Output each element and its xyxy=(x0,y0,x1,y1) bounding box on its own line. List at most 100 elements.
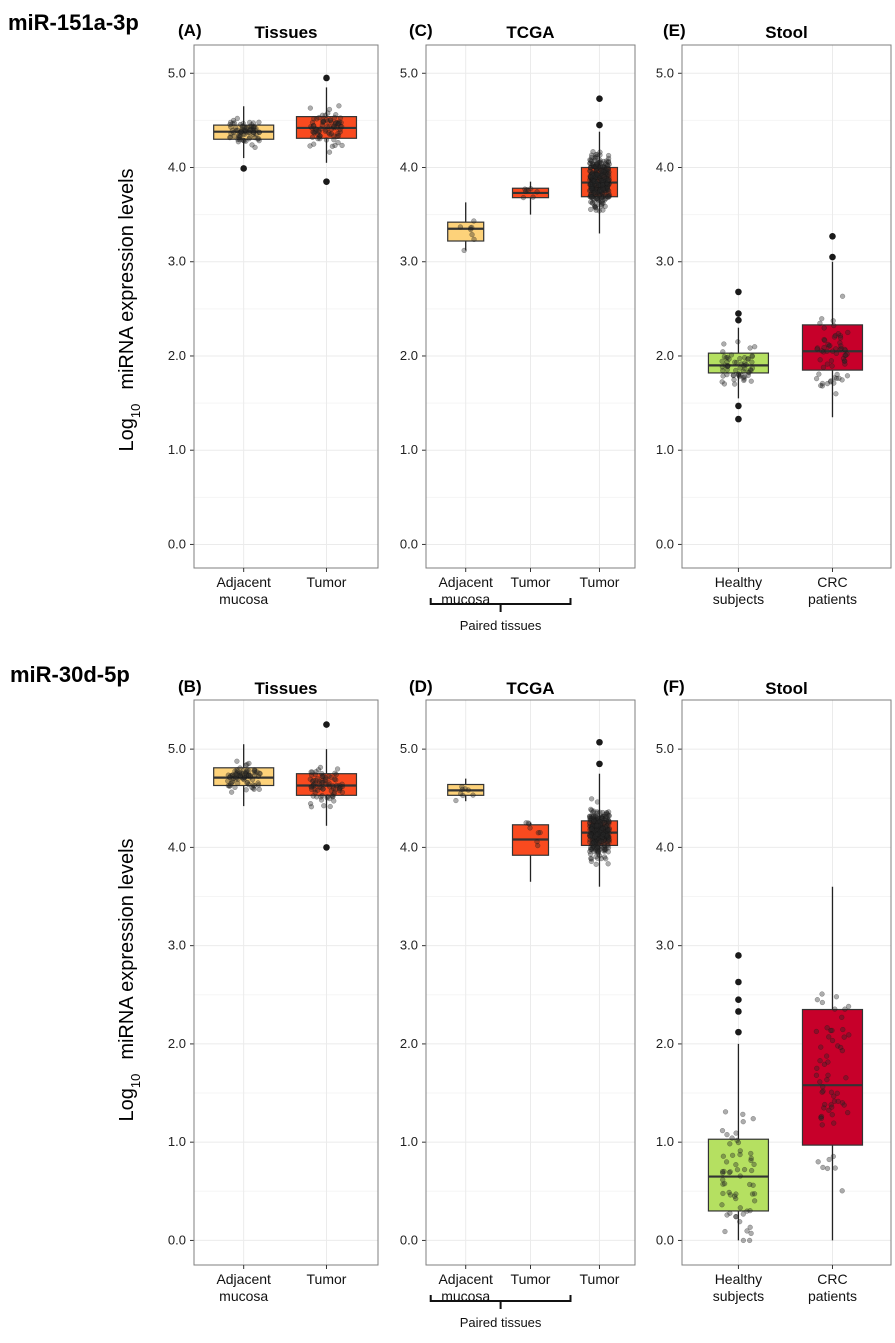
data-point xyxy=(829,363,835,369)
data-point xyxy=(310,793,316,799)
data-point xyxy=(323,775,329,781)
data-point xyxy=(600,182,606,188)
data-point xyxy=(721,1168,727,1175)
data-point xyxy=(326,106,333,113)
data-point xyxy=(829,1112,835,1118)
data-point xyxy=(835,1098,841,1104)
data-point xyxy=(606,837,612,843)
data-point xyxy=(600,825,606,832)
data-point xyxy=(751,1161,757,1168)
outlier-point xyxy=(829,253,836,261)
y-tick-label: 2.0 xyxy=(400,348,418,363)
panel-c: (C) TCGA0.01.02.03.04.05.0AdjacentmucosaT… xyxy=(400,21,636,633)
data-point xyxy=(846,1032,852,1038)
panel-f: (F) Stool 0.0 1.0 2.0 3.0 4.0 5.0 Healthysubject… xyxy=(656,677,892,1304)
data-point xyxy=(307,105,313,111)
y-axis-rest-text: miRNA expression levels xyxy=(116,168,138,389)
data-point xyxy=(831,334,838,340)
data-point xyxy=(736,372,742,379)
data-point xyxy=(231,120,238,126)
data-point xyxy=(458,791,464,797)
data-point xyxy=(843,352,849,358)
box-2 xyxy=(580,738,619,887)
panel-title: Stool xyxy=(765,679,808,698)
data-point xyxy=(719,379,725,385)
data-point xyxy=(594,161,600,167)
data-point xyxy=(817,320,823,326)
data-point xyxy=(256,138,262,144)
data-point xyxy=(597,149,603,155)
data-point xyxy=(821,1105,827,1111)
data-point xyxy=(598,855,604,862)
data-point xyxy=(752,344,758,350)
data-point xyxy=(244,767,250,774)
data-point xyxy=(839,1100,846,1106)
data-point xyxy=(520,195,527,201)
outlier-point xyxy=(735,316,742,324)
data-point xyxy=(732,1193,738,1199)
outlier-point xyxy=(323,844,330,851)
data-point xyxy=(523,820,529,826)
data-point xyxy=(742,366,748,372)
data-point xyxy=(526,821,532,827)
panel-a: (A) Tissues 0.0 1.0 2.0 3.0 4.0 5.0 Adjacentmuco… xyxy=(168,21,379,607)
data-point xyxy=(832,1006,838,1012)
y-tick-label: 0.0 xyxy=(400,536,418,551)
data-point xyxy=(837,340,843,346)
data-point xyxy=(332,770,338,776)
data-point xyxy=(827,379,834,385)
data-point xyxy=(315,136,321,142)
data-point xyxy=(747,1237,753,1244)
data-point xyxy=(605,162,611,169)
y-tick-label: 1.0 xyxy=(656,1134,674,1149)
data-point xyxy=(737,355,743,362)
y-tick-label: 0.0 xyxy=(656,536,674,551)
data-point xyxy=(229,127,235,134)
data-point xyxy=(741,1166,748,1173)
data-point xyxy=(746,370,752,376)
data-point xyxy=(327,784,333,790)
paired-bracket xyxy=(429,1295,572,1309)
data-point xyxy=(749,1191,756,1197)
data-point xyxy=(831,322,837,329)
data-point xyxy=(837,335,844,341)
data-point xyxy=(595,855,601,861)
data-point xyxy=(247,134,253,140)
data-point xyxy=(600,207,606,213)
data-point xyxy=(592,205,599,211)
data-point xyxy=(601,842,608,848)
data-point xyxy=(256,786,262,792)
outlier-point xyxy=(323,721,330,728)
data-point xyxy=(331,791,337,797)
y-tick-label: 4.0 xyxy=(400,160,418,175)
data-point xyxy=(606,827,612,833)
data-point xyxy=(250,782,256,788)
data-point xyxy=(824,348,830,354)
data-point xyxy=(603,813,609,820)
data-point xyxy=(733,367,739,374)
data-point xyxy=(817,1079,823,1085)
data-point xyxy=(595,197,601,203)
y-axis-title-top: Log10 miRNA expression levels xyxy=(116,168,143,451)
data-point xyxy=(830,1153,836,1160)
y-tick-label: 5.0 xyxy=(168,65,186,80)
outlier-point xyxy=(596,121,603,129)
data-point xyxy=(311,116,317,122)
y-tick-label: 5.0 xyxy=(400,65,418,80)
data-point xyxy=(819,348,825,354)
outlier-point xyxy=(735,288,742,296)
y-tick-label: 5.0 xyxy=(656,741,674,756)
x-tick-label: subjects xyxy=(713,591,764,607)
panel-label: (D) xyxy=(409,677,433,696)
panel-frame xyxy=(193,44,379,569)
data-point xyxy=(818,1044,824,1050)
data-point xyxy=(828,358,834,364)
data-point xyxy=(833,391,839,397)
y-tick-label: 4.0 xyxy=(168,160,186,175)
y-tick-label: 5.0 xyxy=(656,65,674,80)
data-point xyxy=(323,137,330,143)
data-point xyxy=(310,777,316,784)
data-point xyxy=(738,361,745,367)
data-point xyxy=(323,776,329,783)
